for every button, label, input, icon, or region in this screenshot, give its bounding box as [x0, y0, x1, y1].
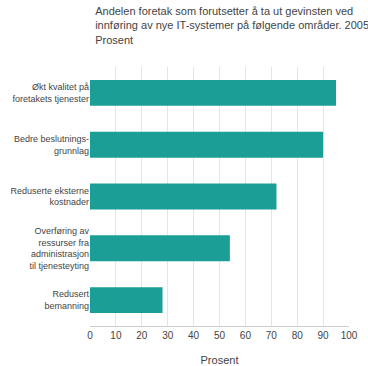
svg-text:80: 80 [292, 330, 304, 341]
svg-text:10: 10 [110, 330, 122, 341]
svg-text:Overføring avressurser fraadmi: Overføring avressurser fraadministrasjon… [29, 226, 89, 271]
svg-text:100: 100 [341, 330, 358, 341]
svg-text:0: 0 [87, 330, 93, 341]
svg-text:90: 90 [318, 330, 330, 341]
svg-text:60: 60 [240, 330, 252, 341]
svg-text:20: 20 [136, 330, 148, 341]
svg-text:Reduserte eksternekostnader: Reduserte eksternekostnader [10, 186, 89, 208]
svg-text:Bedre beslutnings-grunnlag: Bedre beslutnings-grunnlag [14, 134, 89, 156]
svg-text:30: 30 [162, 330, 174, 341]
svg-text:Prosent: Prosent [201, 354, 239, 366]
svg-text:70: 70 [266, 330, 278, 341]
svg-text:Økt kvalitet påforetakets tjen: Økt kvalitet påforetakets tjenester [12, 82, 89, 104]
svg-text:40: 40 [188, 330, 200, 341]
svg-text:Andelen foretak som forutsette: Andelen foretak som forutsetter å ta ut … [95, 5, 368, 46]
svg-text:Redusertbemanning: Redusertbemanning [44, 289, 89, 311]
svg-text:50: 50 [214, 330, 226, 341]
